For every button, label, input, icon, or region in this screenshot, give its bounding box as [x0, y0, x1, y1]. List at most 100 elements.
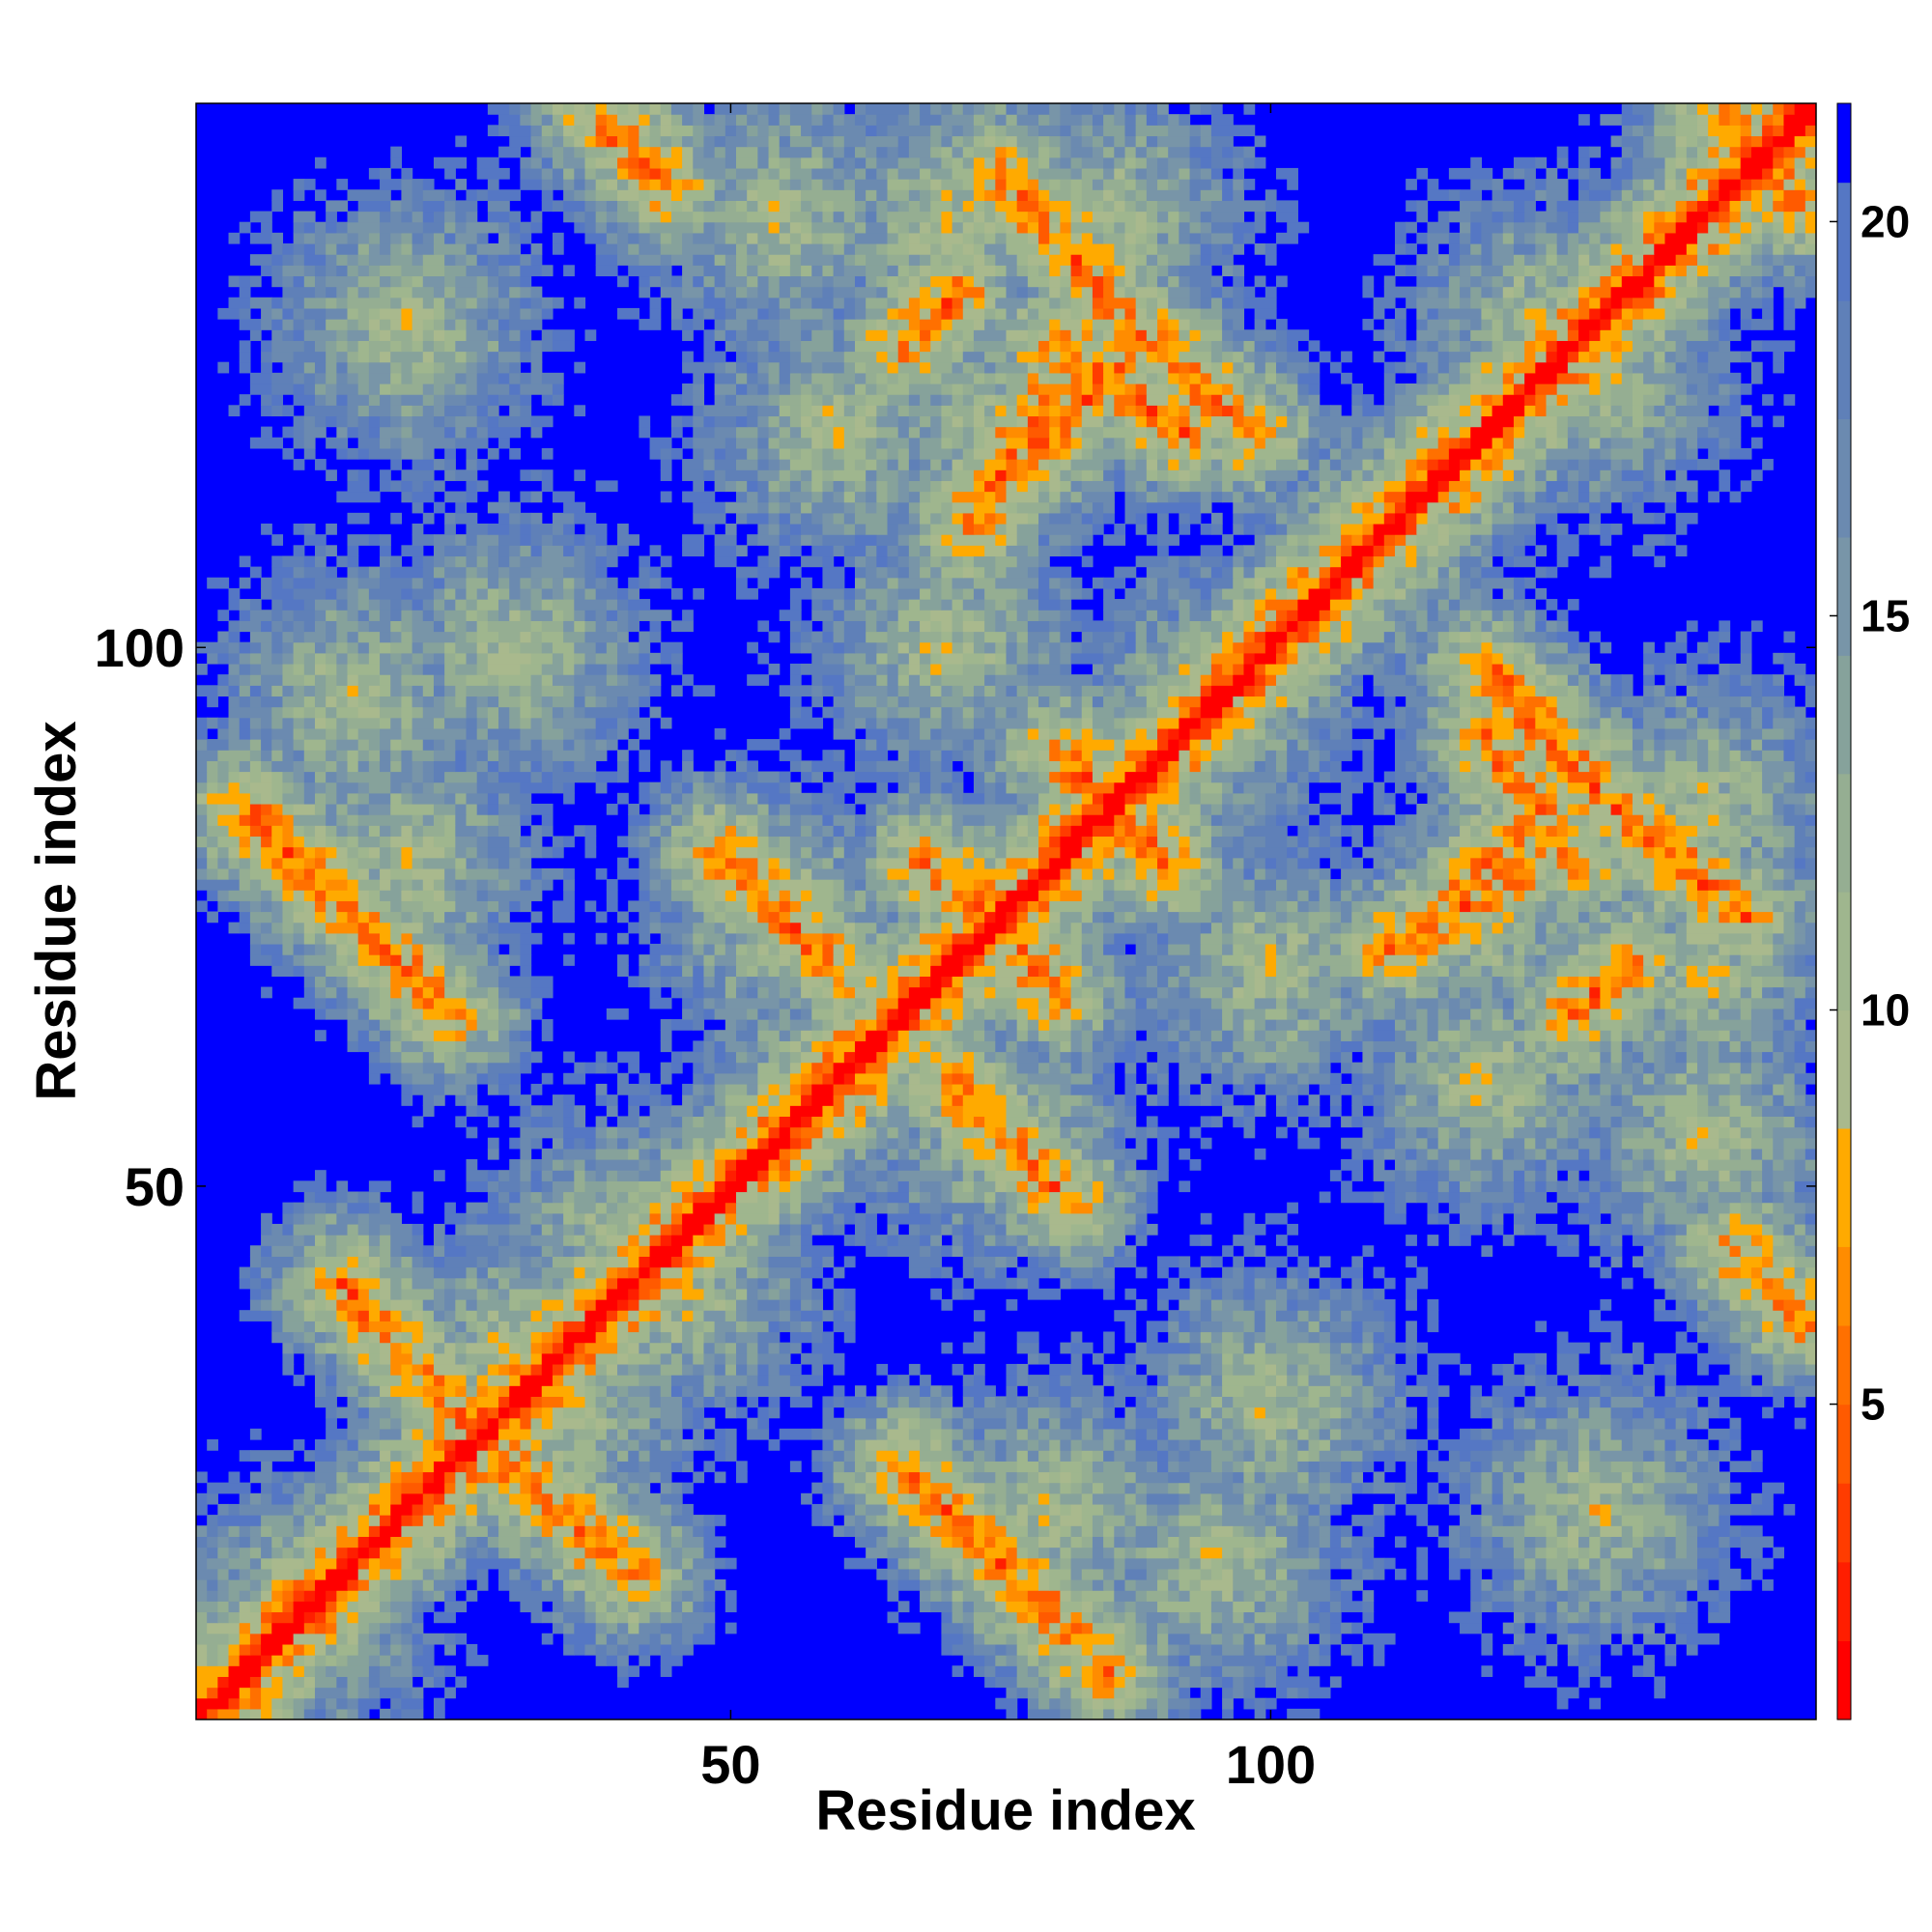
heatmap-cell [433, 1256, 445, 1268]
heatmap-cell [509, 1342, 521, 1354]
heatmap-cell [1708, 1191, 1719, 1204]
heatmap-cell [1719, 1072, 1731, 1085]
heatmap-cell [1222, 1342, 1245, 1354]
heatmap-cell [1567, 1515, 1579, 1526]
heatmap-cell [930, 1212, 943, 1225]
heatmap-cell [897, 1439, 921, 1451]
heatmap-cell [1686, 1202, 1698, 1214]
heatmap-cell [1114, 1525, 1126, 1537]
heatmap-cell [984, 1116, 1008, 1128]
heatmap-cell [714, 1471, 726, 1484]
heatmap-cell [1427, 1191, 1439, 1204]
heatmap-cell [682, 1590, 694, 1602]
heatmap-cell [1308, 1503, 1321, 1516]
heatmap-cell [1287, 1536, 1298, 1548]
heatmap-cell [1243, 1223, 1266, 1236]
heatmap-cell [768, 1137, 791, 1150]
heatmap-cell [811, 1503, 824, 1516]
heatmap-cell [1027, 1212, 1039, 1225]
heatmap-cell [1146, 1170, 1158, 1181]
heatmap-cell [1373, 1428, 1385, 1440]
heatmap-cell [357, 1331, 370, 1344]
heatmap-cell [1297, 1611, 1310, 1624]
heatmap-cell [1492, 1461, 1504, 1473]
heatmap-cell [628, 1105, 639, 1118]
heatmap-cell [1406, 1482, 1417, 1494]
heatmap-cell [498, 1256, 510, 1268]
heatmap-cell [1351, 1116, 1364, 1128]
heatmap-cell [1200, 1417, 1212, 1430]
heatmap-cell [660, 1547, 672, 1559]
heatmap-cell [196, 1525, 208, 1537]
heatmap-cell [1610, 1180, 1623, 1193]
heatmap-cell [1675, 1525, 1688, 1537]
heatmap-cell [595, 1202, 608, 1214]
heatmap-cell [390, 1492, 403, 1505]
heatmap-cell [1632, 1525, 1644, 1537]
heatmap-cell [822, 1223, 835, 1236]
heatmap-cell [422, 1601, 435, 1613]
heatmap-cell [714, 1170, 726, 1181]
heatmap-cell [952, 1461, 975, 1473]
heatmap-cell [617, 1601, 629, 1613]
heatmap-cell [498, 1439, 510, 1451]
heatmap-cell [693, 1406, 705, 1419]
heatmap-cell [314, 1622, 327, 1634]
heatmap-cell [541, 1148, 554, 1160]
heatmap-cell [1546, 1655, 1558, 1666]
heatmap-cell [368, 1202, 381, 1214]
heatmap-cell [1341, 1590, 1352, 1602]
heatmap-cell [574, 1266, 586, 1279]
heatmap-cell [1502, 1482, 1515, 1494]
heatmap-cell [1589, 1471, 1601, 1484]
heatmap-cell [897, 1536, 910, 1548]
heatmap-cell [1729, 1482, 1742, 1494]
heatmap-cell [498, 1536, 521, 1548]
heatmap-cell [282, 1223, 295, 1236]
heatmap-cell [1427, 1461, 1461, 1473]
heatmap-cell [326, 1245, 337, 1257]
heatmap-cell [487, 1450, 499, 1462]
heatmap-cell [574, 1342, 586, 1354]
heatmap-cell [1210, 1406, 1223, 1419]
heatmap-cell [1319, 1471, 1331, 1484]
heatmap-cell [1686, 1072, 1709, 1085]
heatmap-cell [380, 1643, 391, 1656]
heatmap-cell [724, 1385, 737, 1397]
heatmap-cell [822, 1170, 835, 1181]
heatmap-cell [1243, 1611, 1256, 1624]
heatmap-cell [326, 1331, 337, 1344]
heatmap-cell [1719, 1288, 1742, 1300]
heatmap-cell [1210, 1310, 1234, 1321]
heatmap-cell [1103, 1482, 1126, 1494]
heatmap-cell [336, 1352, 349, 1365]
heatmap-cell [357, 1235, 370, 1246]
heatmap-cell [1157, 1126, 1179, 1139]
heatmap-cell [1264, 1633, 1288, 1645]
heatmap-cell [1481, 1180, 1504, 1193]
heatmap-cell [1016, 1503, 1029, 1516]
heatmap-cell [1589, 1590, 1612, 1602]
heatmap-cell [1675, 1277, 1688, 1290]
heatmap-cell [822, 1116, 835, 1128]
heatmap-cell [703, 1515, 716, 1526]
heatmap-cell [1804, 1299, 1816, 1311]
heatmap-cell [1492, 1515, 1504, 1526]
heatmap-cell [617, 1547, 651, 1559]
heatmap-cell [1383, 1363, 1396, 1376]
heatmap-cell [1276, 1492, 1288, 1505]
heatmap-cell [1578, 1471, 1590, 1484]
heatmap-cell [1210, 1461, 1223, 1473]
heatmap-cell [520, 1450, 532, 1462]
heatmap-cell [1124, 1568, 1148, 1580]
heatmap-cell [1686, 1536, 1698, 1548]
heatmap-cell [1319, 1310, 1331, 1321]
heatmap-cell [1222, 1503, 1245, 1516]
heatmap-cell [552, 1568, 564, 1580]
heatmap-cell [1556, 1525, 1569, 1537]
heatmap-cell [1416, 1148, 1429, 1160]
heatmap-cell [1729, 1352, 1742, 1365]
heatmap-cell [1287, 1406, 1298, 1419]
heatmap-cell [336, 1708, 349, 1719]
heatmap-cell [628, 1579, 651, 1591]
